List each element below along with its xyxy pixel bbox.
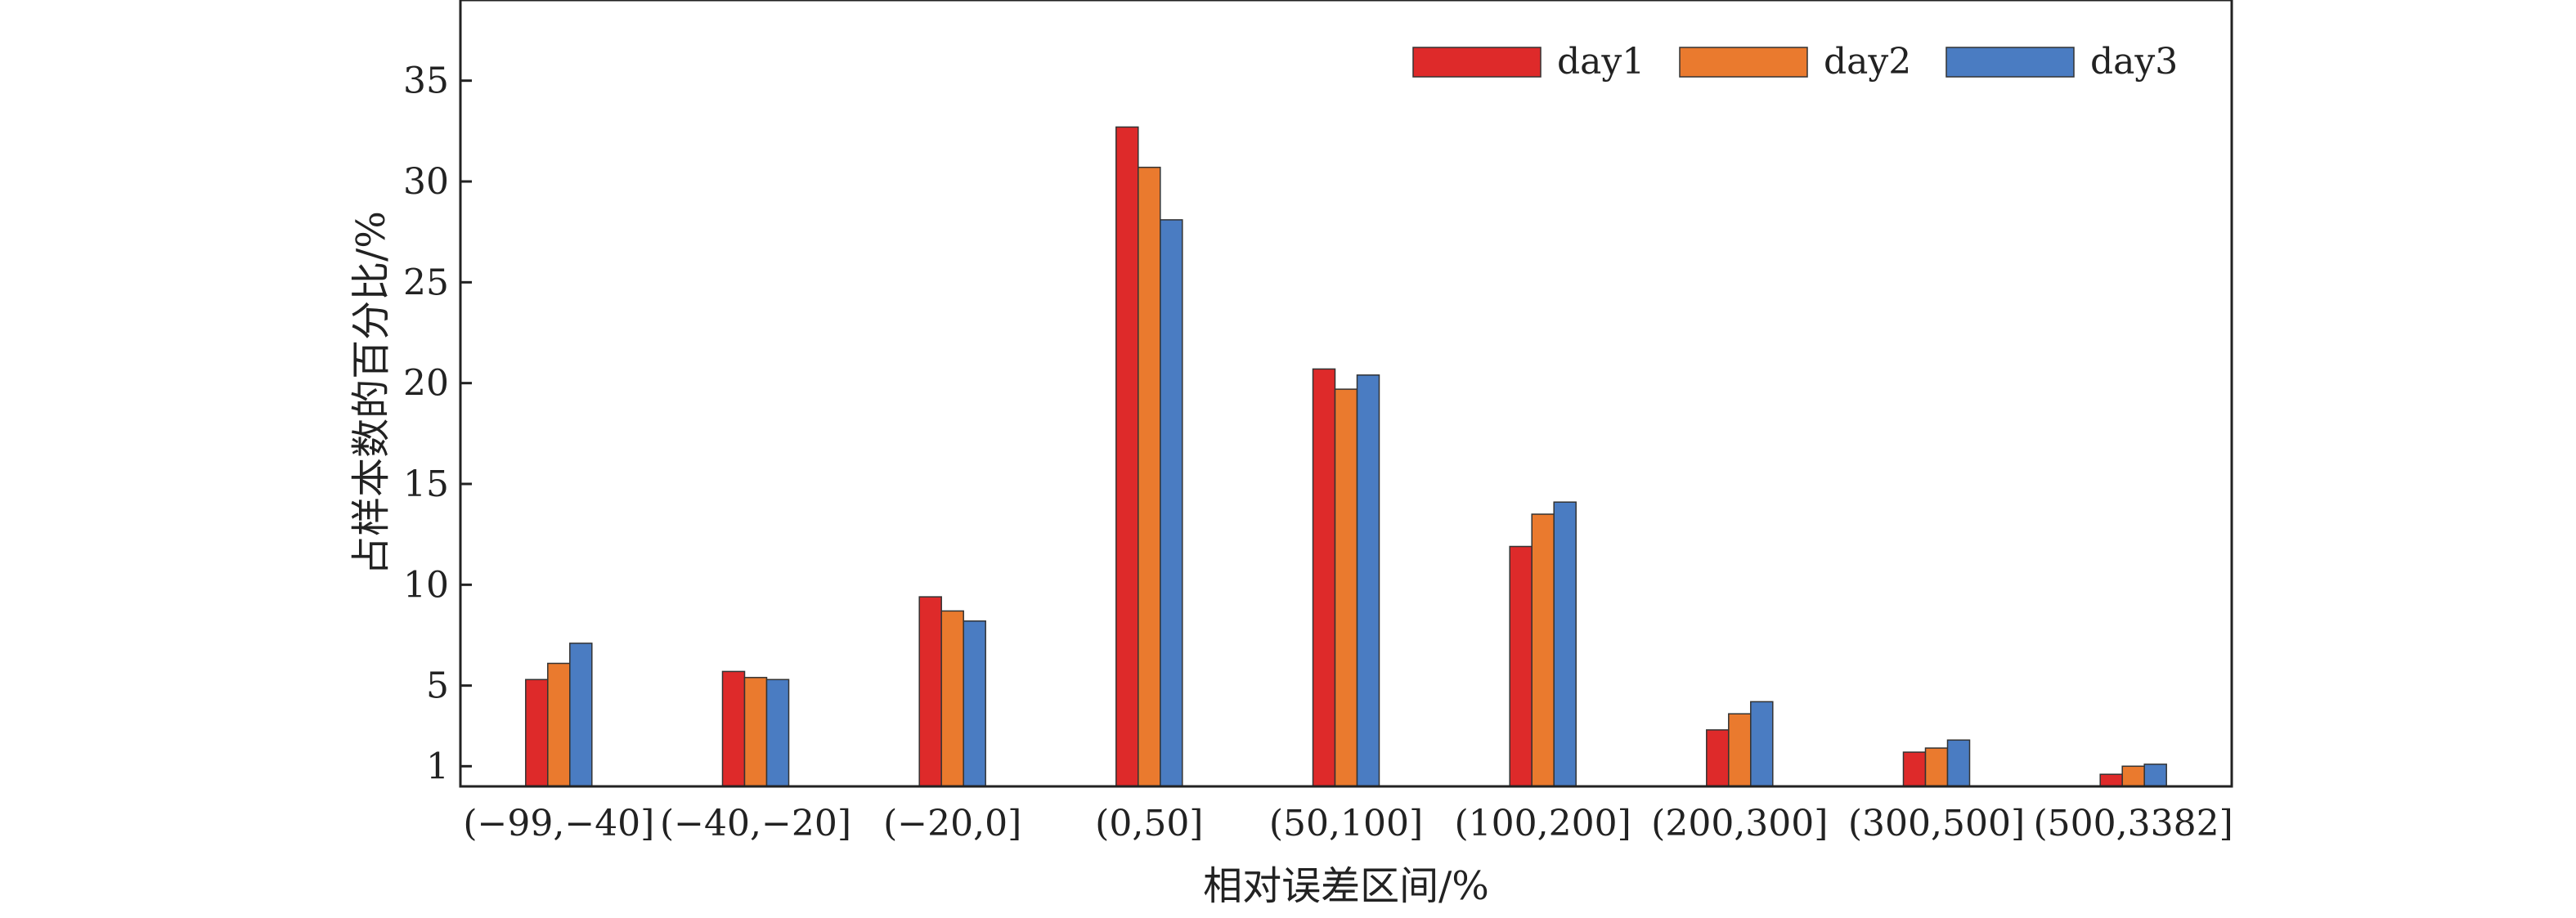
legend-label-day1: day1	[1557, 41, 1645, 83]
bar-day1-0	[525, 678, 549, 787]
bar-day1-6	[1706, 729, 1730, 787]
x-tick-label: (100,200]	[1455, 803, 1631, 844]
bar-day3-1	[765, 678, 790, 787]
bar-day3-0	[569, 643, 593, 787]
legend-swatch-day1	[1412, 47, 1542, 78]
y-tick-label: 15	[403, 463, 449, 505]
x-tick-label: (500,3382]	[2034, 803, 2233, 844]
bar-day3-3	[1160, 219, 1183, 787]
y-tick-label: 20	[403, 363, 449, 405]
bar-day1-7	[1902, 751, 1927, 787]
legend-swatch-day3	[1945, 47, 2075, 78]
bar-day2-4	[1334, 388, 1358, 787]
x-tick-label: (300,500]	[1848, 803, 2025, 844]
bar-day2-5	[1531, 513, 1555, 787]
x-tick-label: (−99,−40]	[463, 803, 654, 844]
x-tick-label: (200,300]	[1651, 803, 1828, 844]
bar-day2-2	[940, 610, 964, 787]
legend-label-day3: day3	[2090, 41, 2178, 83]
legend-item-day3: day3	[1945, 41, 2178, 83]
bar-day3-5	[1553, 501, 1577, 787]
y-axis-title: 占样本数的百分比/%	[348, 211, 394, 575]
legend: day1 day2 day3	[1412, 41, 2178, 83]
x-tick-label: (−40,−20]	[660, 803, 851, 844]
legend-swatch-day2	[1679, 47, 1808, 78]
x-axis: (−99,−40] (−40,−20] (−20,0] (0,50] (50,100] (…	[463, 803, 2233, 844]
bar-day1-4	[1312, 368, 1336, 787]
bar-day2-7	[1924, 747, 1949, 787]
y-tick-label: 10	[403, 564, 449, 606]
bar-day1-8	[2099, 773, 2123, 787]
bar-day3-6	[1750, 701, 1774, 787]
bars-group	[525, 126, 2167, 787]
bar-day2-1	[743, 677, 768, 787]
y-tick-label: 35	[403, 60, 449, 102]
plot-frame	[459, 0, 2233, 788]
bar-day1-2	[918, 596, 942, 787]
bar-day2-3	[1138, 166, 1161, 787]
y-tick-label: 25	[403, 262, 449, 303]
x-tick-label: (−20,0]	[883, 803, 1021, 844]
bar-day1-3	[1115, 126, 1139, 787]
bar-day3-2	[963, 620, 986, 787]
y-tick-label: 5	[426, 665, 449, 707]
y-tick-label: 30	[403, 161, 449, 203]
bar-day3-4	[1356, 374, 1380, 787]
legend-item-day1: day1	[1412, 41, 1645, 83]
x-tick-label: (50,100]	[1269, 803, 1423, 844]
bar-day1-1	[721, 670, 746, 787]
legend-item-day2: day2	[1679, 41, 1911, 83]
bar-day3-8	[2143, 764, 2167, 787]
x-tick-label: (0,50]	[1095, 803, 1203, 844]
bar-day1-5	[1509, 545, 1533, 787]
x-axis-title: 相对误差区间/%	[1203, 863, 1489, 909]
bar-day2-8	[2121, 765, 2145, 787]
bar-day2-0	[547, 662, 571, 787]
legend-label-day2: day2	[1824, 41, 1911, 83]
y-tick-label: 1	[426, 746, 449, 787]
bar-day3-7	[1946, 739, 1971, 787]
bar-day2-6	[1728, 713, 1752, 787]
